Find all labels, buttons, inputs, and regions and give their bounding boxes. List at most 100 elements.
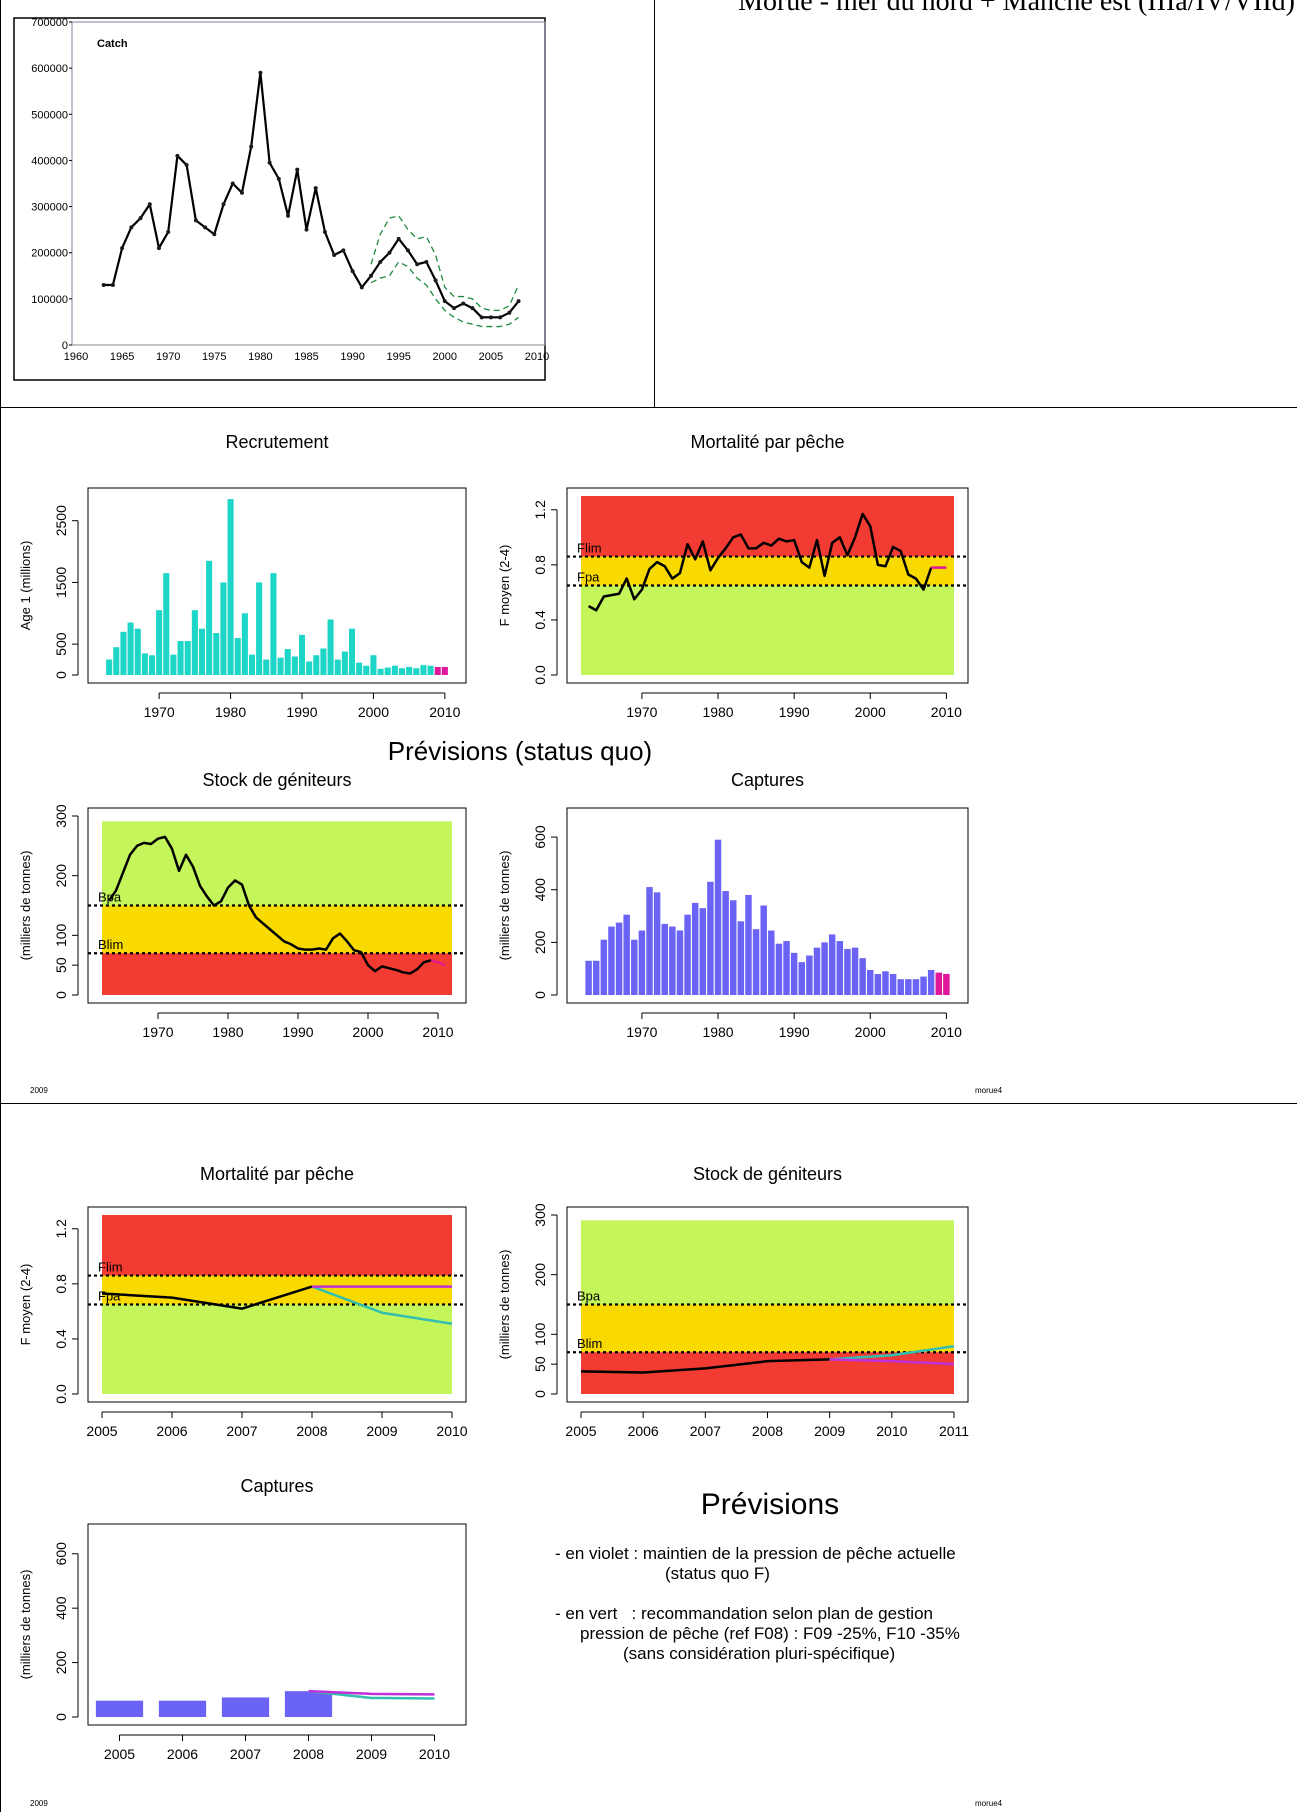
catch-line bbox=[103, 71, 520, 319]
captures1-bar bbox=[676, 930, 684, 995]
recrutement-bar bbox=[248, 654, 256, 675]
captures1-bar bbox=[768, 930, 775, 995]
stock2-x-tick-label: 2010 bbox=[876, 1423, 907, 1439]
recrutement-bar bbox=[256, 582, 263, 675]
captures1-title: Captures bbox=[731, 770, 804, 790]
captures1-bar bbox=[874, 973, 882, 995]
recrutement-bar bbox=[177, 641, 184, 675]
captures1-bar bbox=[585, 960, 592, 995]
catch-x-tick-label: 1980 bbox=[248, 351, 272, 363]
stock1-ylabel: (milliers de tonnes) bbox=[18, 851, 33, 961]
captures1-bar bbox=[882, 971, 889, 995]
captures1-bar bbox=[806, 955, 813, 995]
catch-upper-band bbox=[370, 215, 520, 312]
catch-y-tick-label: 200000 bbox=[31, 248, 68, 260]
catch-point bbox=[498, 315, 503, 320]
captures1-bar bbox=[836, 941, 844, 995]
recrutement-bar bbox=[263, 659, 270, 675]
footer-year-1: 2009 bbox=[30, 1086, 48, 1095]
captures1-bar bbox=[943, 973, 950, 995]
catch-x-tick-label: 2010 bbox=[525, 351, 549, 363]
mortalite1-y-tick-label: 1.2 bbox=[532, 500, 548, 520]
mortalite1-x-tick-label: 1990 bbox=[779, 704, 810, 720]
catch-point bbox=[470, 306, 475, 311]
stock2-y-tick-label: 50 bbox=[532, 1356, 548, 1372]
mortalite2-f-line bbox=[101, 1285, 313, 1310]
captures1-bar bbox=[646, 887, 653, 995]
catch-point bbox=[166, 229, 171, 234]
captures2-bar bbox=[284, 1691, 333, 1717]
captures1-bar bbox=[798, 962, 805, 995]
mortalite1-x-tick-label: 2000 bbox=[855, 704, 886, 720]
recrutement-bar bbox=[356, 662, 363, 675]
mortalite2-x-tick-label: 2005 bbox=[86, 1423, 117, 1439]
mortalite2-zone-band-1 bbox=[102, 1275, 452, 1305]
recrutement-plot-frame bbox=[87, 487, 467, 684]
recrutement-title: Recrutement bbox=[225, 432, 328, 452]
stock1-ssb-line bbox=[107, 835, 432, 975]
mortalite1-f-line bbox=[588, 512, 933, 612]
mortalite1-zone-band-2 bbox=[581, 585, 954, 675]
catch-point bbox=[175, 153, 180, 158]
mortalite2-x-tick-label: 2009 bbox=[366, 1423, 397, 1439]
stock2-x-tick-label: 2008 bbox=[752, 1423, 783, 1439]
mortalite2-x-tick-label: 2007 bbox=[226, 1423, 257, 1439]
catch-outer-frame bbox=[13, 17, 546, 381]
captures1-bar bbox=[859, 958, 866, 995]
recrutement-bar bbox=[348, 628, 356, 675]
recrutement-bar bbox=[163, 573, 170, 675]
captures2-x-tick-label: 2005 bbox=[104, 1746, 135, 1762]
legend-violet-line-2: (status quo F) bbox=[665, 1564, 770, 1583]
captures1-bar bbox=[714, 839, 722, 995]
captures1-bar bbox=[851, 947, 859, 995]
catch-point bbox=[249, 144, 254, 149]
mortalite2-x-tick-label: 2010 bbox=[436, 1423, 467, 1439]
captures1-bar bbox=[867, 969, 874, 995]
mortalite2-zone-band-0 bbox=[102, 1215, 452, 1276]
captures2-forecast-violet-line bbox=[308, 1689, 435, 1696]
catch-x-tick-label: 1960 bbox=[64, 351, 88, 363]
stock2-title: Stock de géniteurs bbox=[693, 1164, 842, 1184]
catch-x-tick-label: 2005 bbox=[479, 351, 503, 363]
stock2-ref-label-bpa: Bpa bbox=[577, 1289, 601, 1304]
mortalite2-y-tick-label: 0.4 bbox=[53, 1329, 69, 1349]
catch-point bbox=[424, 259, 429, 264]
recrutement-bar bbox=[298, 634, 306, 675]
captures1-bar bbox=[844, 948, 851, 995]
recrutement-bar bbox=[198, 628, 206, 675]
catch-point bbox=[156, 246, 161, 251]
legend-green-line-3: (sans considération pluri-spécifique) bbox=[623, 1644, 896, 1663]
recrutement-bar bbox=[406, 666, 413, 675]
captures1-bar bbox=[821, 942, 828, 995]
catch-point bbox=[101, 283, 106, 288]
recrutement-bar bbox=[391, 665, 398, 675]
captures1-y-tick-label: 600 bbox=[532, 825, 548, 849]
catch-point bbox=[138, 216, 143, 221]
stock2-x-tick-label: 2009 bbox=[814, 1423, 845, 1439]
catch-point bbox=[295, 167, 300, 172]
captures1-bar bbox=[707, 881, 714, 995]
recrutement-bar bbox=[441, 666, 448, 675]
captures1-bar bbox=[783, 941, 790, 995]
catch-point bbox=[479, 315, 484, 320]
legend-violet-line-1: - en violet : maintien de la pression de… bbox=[555, 1544, 956, 1563]
catch-plot-frame bbox=[71, 21, 546, 346]
recrutement-bar bbox=[141, 653, 148, 675]
captures2-bar bbox=[158, 1700, 207, 1717]
stock1-zone-band-2 bbox=[102, 953, 452, 995]
catch-point bbox=[405, 248, 410, 253]
stock1-y-tick-label: 0 bbox=[53, 991, 69, 999]
footer-code-2: morue4 bbox=[975, 1799, 1003, 1808]
recrutement-x-tick-label: 1990 bbox=[286, 704, 317, 720]
captures2-x-tick-label: 2008 bbox=[293, 1746, 324, 1762]
footer-year-2: 2009 bbox=[30, 1799, 48, 1808]
catch-point bbox=[267, 160, 272, 165]
captures1-bar bbox=[684, 914, 691, 995]
captures1-bar bbox=[920, 976, 927, 995]
catch-x-tick-label: 1970 bbox=[156, 351, 180, 363]
recrutement-bar bbox=[370, 655, 377, 675]
stock1-title: Stock de géniteurs bbox=[202, 770, 351, 790]
recrutement-bar bbox=[191, 610, 198, 675]
stock2-zone-band-0 bbox=[581, 1220, 954, 1305]
catch-y-tick-label: 300000 bbox=[31, 202, 68, 214]
